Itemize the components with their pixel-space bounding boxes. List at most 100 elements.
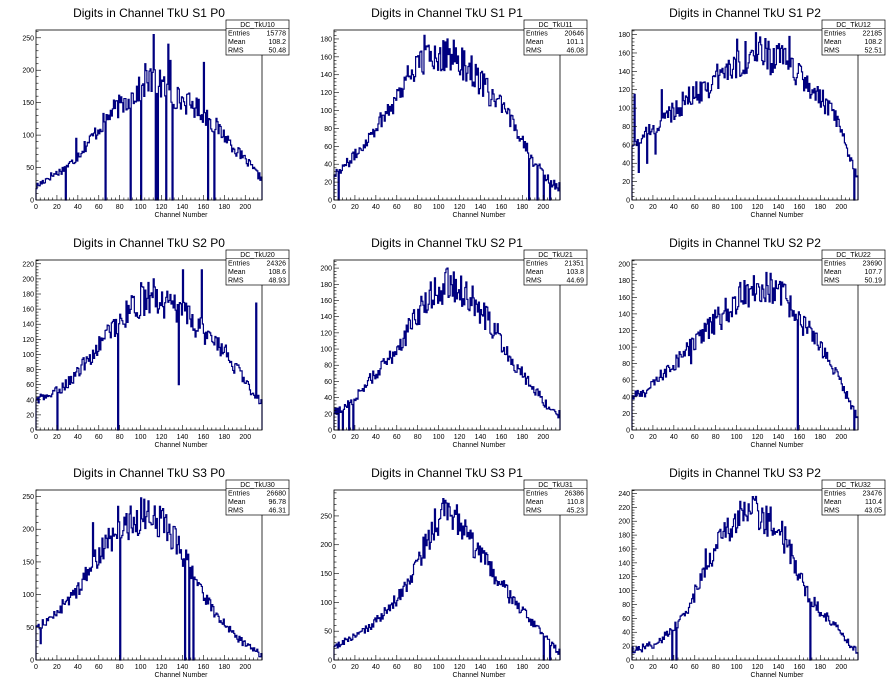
x-tick-label: 100 bbox=[433, 434, 445, 441]
stats-mean-value: 108.2 bbox=[864, 39, 882, 46]
x-axis-label: Channel Number bbox=[453, 672, 507, 679]
x-axis-label: Channel Number bbox=[155, 442, 209, 449]
histogram-line bbox=[333, 34, 561, 201]
stats-rms-label: RMS bbox=[228, 48, 244, 55]
y-tick-label: 80 bbox=[324, 126, 332, 133]
pad-s2p0: Digits in Channel TkU S2 P0 0 20 40 60 80 100 1… bbox=[0, 230, 298, 460]
y-tick-label: 50 bbox=[26, 165, 34, 172]
x-tick-label: 160 bbox=[794, 664, 806, 671]
x-tick-label: 60 bbox=[691, 434, 699, 441]
y-tick-label: 0 bbox=[328, 198, 332, 205]
stats-entries-label: Entries bbox=[228, 491, 250, 498]
stats-entries-label: Entries bbox=[228, 261, 250, 268]
x-axis-label: Channel Number bbox=[155, 212, 209, 219]
y-tick-label: 40 bbox=[622, 394, 630, 401]
x-tick-label: 40 bbox=[74, 434, 82, 441]
x-tick-label: 20 bbox=[53, 204, 61, 211]
x-tick-label: 20 bbox=[351, 664, 359, 671]
x-tick-label: 60 bbox=[95, 434, 103, 441]
x-tick-label: 160 bbox=[198, 434, 210, 441]
y-tick-label: 250 bbox=[22, 35, 34, 42]
x-tick-label: 40 bbox=[372, 434, 380, 441]
stats-mean-value: 107.7 bbox=[864, 269, 882, 276]
stats-rms-value: 50.19 bbox=[864, 278, 882, 285]
x-tick-label: 180 bbox=[516, 204, 528, 211]
y-tick-label: 80 bbox=[324, 363, 332, 370]
x-tick-label: 140 bbox=[177, 664, 189, 671]
stats-box bbox=[523, 19, 588, 56]
y-tick-label: 160 bbox=[618, 546, 630, 553]
x-tick-label: 80 bbox=[414, 664, 422, 671]
y-tick-label: 200 bbox=[320, 266, 332, 273]
y-tick-label: 20 bbox=[622, 411, 630, 418]
x-tick-label: 200 bbox=[537, 434, 549, 441]
x-tick-label: 160 bbox=[496, 664, 508, 671]
y-tick-label: 40 bbox=[26, 397, 34, 404]
x-tick-label: 80 bbox=[116, 664, 124, 671]
x-tick-label: 0 bbox=[332, 664, 336, 671]
y-tick-label: 40 bbox=[324, 162, 332, 169]
y-tick-label: 20 bbox=[324, 180, 332, 187]
y-tick-label: 160 bbox=[618, 295, 630, 302]
y-tick-label: 60 bbox=[622, 378, 630, 385]
x-tick-label: 200 bbox=[239, 434, 251, 441]
stats-rms-label: RMS bbox=[526, 48, 542, 55]
stats-name: DC_TkU31 bbox=[538, 482, 573, 489]
x-tick-label: 60 bbox=[691, 204, 699, 211]
x-tick-label: 20 bbox=[649, 204, 657, 211]
stats-name: DC_TkU20 bbox=[240, 252, 275, 259]
x-tick-label: 40 bbox=[670, 434, 678, 441]
stats-entries-value: 26386 bbox=[565, 491, 585, 498]
y-tick-label: 40 bbox=[622, 161, 630, 168]
x-tick-label: 180 bbox=[218, 664, 230, 671]
y-tick-label: 180 bbox=[320, 282, 332, 289]
x-tick-label: 180 bbox=[218, 204, 230, 211]
x-tick-label: 0 bbox=[630, 434, 634, 441]
stats-entries-value: 20646 bbox=[565, 31, 585, 38]
y-tick-label: 160 bbox=[22, 307, 34, 314]
x-tick-label: 200 bbox=[835, 434, 847, 441]
y-tick-label: 160 bbox=[618, 50, 630, 57]
x-tick-label: 200 bbox=[239, 204, 251, 211]
stats-mean-value: 110.4 bbox=[865, 499, 882, 506]
chart-title: Digits in Channel TkU S2 P0 bbox=[73, 236, 225, 250]
stats-entries-label: Entries bbox=[824, 261, 846, 268]
stats-box bbox=[225, 19, 290, 56]
y-tick-label: 100 bbox=[618, 106, 630, 113]
stats-name: DC_TkU12 bbox=[836, 22, 871, 29]
y-tick-label: 120 bbox=[618, 328, 630, 335]
stats-box bbox=[821, 19, 886, 56]
stats-name: DC_TkU21 bbox=[538, 252, 573, 259]
x-tick-label: 160 bbox=[198, 664, 210, 671]
stats-mean-value: 110.8 bbox=[567, 499, 584, 506]
plot-frame bbox=[35, 29, 263, 201]
stats-name: DC_TkU32 bbox=[836, 482, 871, 489]
x-tick-label: 0 bbox=[34, 434, 38, 441]
x-tick-label: 80 bbox=[712, 204, 720, 211]
y-tick-label: 150 bbox=[22, 559, 34, 566]
stats-entries-value: 23690 bbox=[863, 261, 883, 268]
x-tick-label: 120 bbox=[752, 664, 764, 671]
histogram-line bbox=[333, 498, 561, 661]
x-tick-label: 120 bbox=[156, 434, 168, 441]
stats-rms-label: RMS bbox=[824, 48, 840, 55]
y-tick-label: 80 bbox=[622, 602, 630, 609]
y-tick-label: 100 bbox=[22, 592, 34, 599]
chart-title: Digits in Channel TkU S1 P1 bbox=[371, 6, 523, 20]
x-tick-label: 80 bbox=[116, 434, 124, 441]
x-tick-label: 200 bbox=[537, 664, 549, 671]
x-tick-label: 180 bbox=[516, 434, 528, 441]
x-tick-label: 0 bbox=[34, 664, 38, 671]
y-tick-label: 120 bbox=[618, 574, 630, 581]
x-tick-label: 100 bbox=[135, 204, 147, 211]
stats-box bbox=[523, 249, 588, 286]
stats-rms-label: RMS bbox=[824, 278, 840, 285]
y-tick-label: 50 bbox=[324, 629, 332, 636]
y-tick-label: 80 bbox=[622, 124, 630, 131]
y-tick-label: 150 bbox=[22, 100, 34, 107]
y-tick-label: 140 bbox=[618, 69, 630, 76]
stats-mean-value: 108.2 bbox=[268, 39, 286, 46]
stats-entries-value: 22185 bbox=[863, 31, 883, 38]
x-axis-label: Channel Number bbox=[155, 672, 209, 679]
